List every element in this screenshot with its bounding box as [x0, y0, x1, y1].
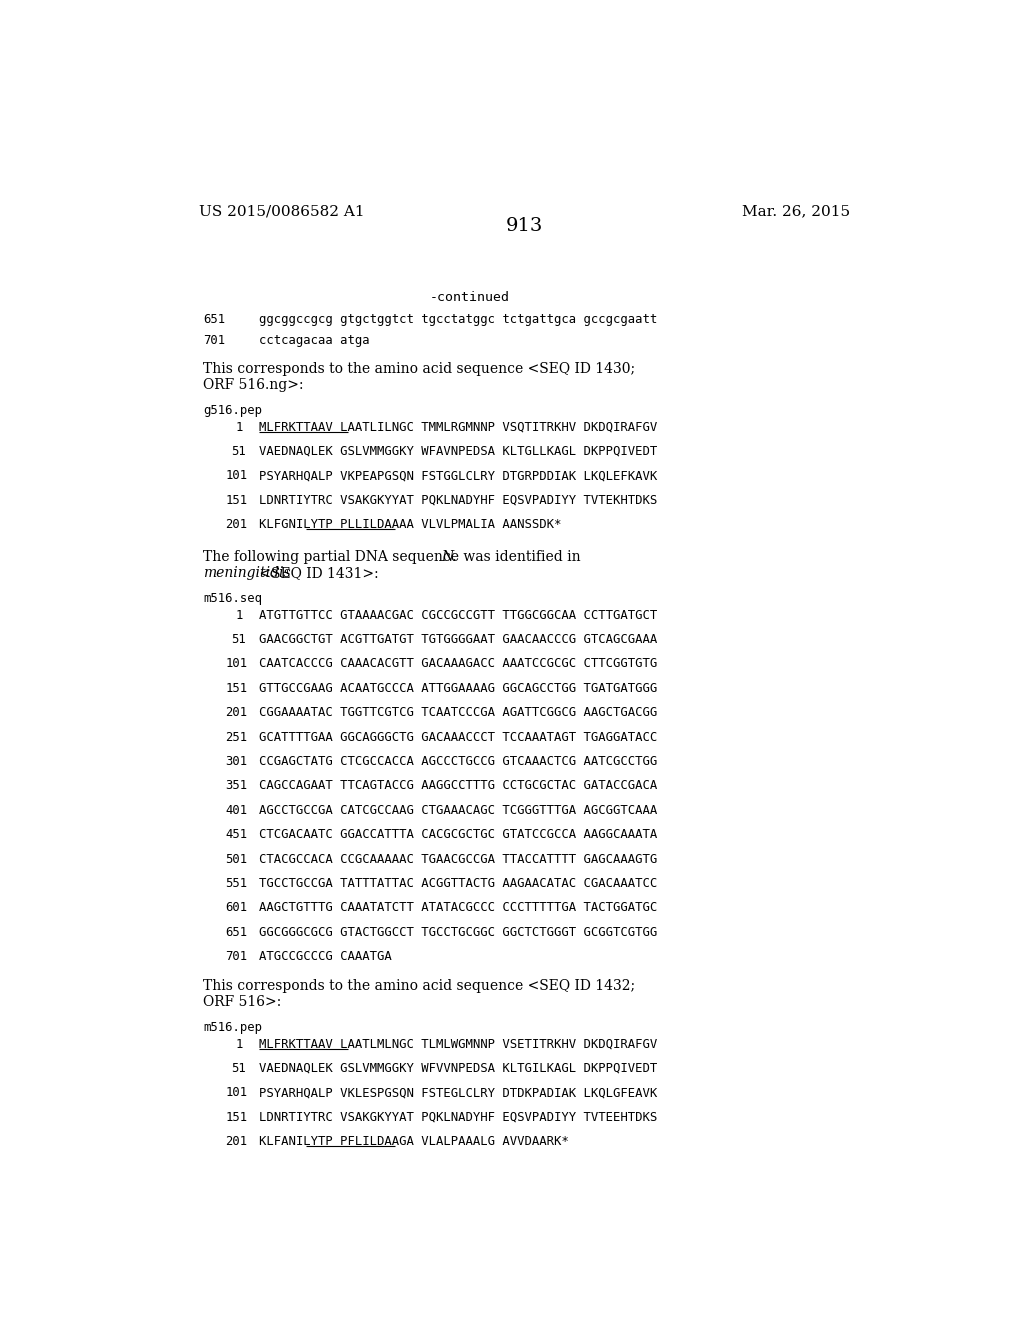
Text: 151: 151 [225, 494, 248, 507]
Text: ORF 516.ng>:: ORF 516.ng>: [204, 378, 304, 392]
Text: This corresponds to the amino acid sequence <SEQ ID 1430;: This corresponds to the amino acid seque… [204, 362, 636, 376]
Text: CAATCACCCG CAAACACGTT GACAAAGACC AAATCCGCGC CTTCGGTGTG: CAATCACCCG CAAACACGTT GACAAAGACC AAATCCG… [259, 657, 657, 671]
Text: ATGTTGTTCC GTAAAACGAC CGCCGCCGTT TTGGCGGCAA CCTTGATGCT: ATGTTGTTCC GTAAAACGAC CGCCGCCGTT TTGGCGG… [259, 609, 657, 622]
Text: TGCCTGCCGA TATTTATTAC ACGGTTACTG AAGAACATAC CGACAAATCC: TGCCTGCCGA TATTTATTAC ACGGTTACTG AAGAACA… [259, 876, 657, 890]
Text: 401: 401 [225, 804, 248, 817]
Text: CAGCCAGAAT TTCAGTACCG AAGGCCTTTG CCTGCGCTAC GATACCGACA: CAGCCAGAAT TTCAGTACCG AAGGCCTTTG CCTGCGC… [259, 779, 657, 792]
Text: CCGAGCTATG CTCGCCACCA AGCCCTGCCG GTCAAACTCG AATCGCCTGG: CCGAGCTATG CTCGCCACCA AGCCCTGCCG GTCAAAC… [259, 755, 657, 768]
Text: LDNRTIYTRC VSAKGKYYAT PQKLNADYHF EQSVPADIYY TVTEKHTDKS: LDNRTIYTRC VSAKGKYYAT PQKLNADYHF EQSVPAD… [259, 494, 657, 507]
Text: KLFGNILYTP PLLILDAAAA VLVLPMALIA AANSSDK*: KLFGNILYTP PLLILDAAAA VLVLPMALIA AANSSDK… [259, 519, 561, 531]
Text: PSYARHQALP VKLESPGSQN FSTEGLCLRY DTDKPADIAK LKQLGFEAVK: PSYARHQALP VKLESPGSQN FSTEGLCLRY DTDKPAD… [259, 1086, 657, 1100]
Text: GTTGCCGAAG ACAATGCCCA ATTGGAAAAG GGCAGCCTGG TGATGATGGG: GTTGCCGAAG ACAATGCCCA ATTGGAAAAG GGCAGCC… [259, 682, 657, 694]
Text: 1: 1 [236, 421, 243, 434]
Text: VAEDNAQLEK GSLVMMGGKY WFAVNPEDSA KLTGLLKAGL DKPPQIVEDT: VAEDNAQLEK GSLVMMGGKY WFAVNPEDSA KLTGLLK… [259, 445, 657, 458]
Text: 301: 301 [225, 755, 248, 768]
Text: 501: 501 [225, 853, 248, 866]
Text: g516.pep: g516.pep [204, 404, 262, 417]
Text: LDNRTIYTRC VSAKGKYYAT PQKLNADYHF EQSVPADIYY TVTEEHTDKS: LDNRTIYTRC VSAKGKYYAT PQKLNADYHF EQSVPAD… [259, 1110, 657, 1123]
Text: VAEDNAQLEK GSLVMMGGKY WFVVNPEDSA KLTGILKAGL DKPPQIVEDT: VAEDNAQLEK GSLVMMGGKY WFVVNPEDSA KLTGILK… [259, 1063, 657, 1074]
Text: 351: 351 [225, 779, 248, 792]
Text: 101: 101 [225, 657, 248, 671]
Text: 1: 1 [236, 1038, 243, 1051]
Text: 701: 701 [225, 950, 248, 964]
Text: MLFRKTTAAV LAATLMLNGC TLMLWGMNNP VSETITRKHV DKDQIRAFGV: MLFRKTTAAV LAATLMLNGC TLMLWGMNNP VSETITR… [259, 1038, 657, 1051]
Text: 913: 913 [506, 218, 544, 235]
Text: 251: 251 [225, 731, 248, 743]
Text: This corresponds to the amino acid sequence <SEQ ID 1432;: This corresponds to the amino acid seque… [204, 978, 636, 993]
Text: KLFANILYTP PFLILDAAGA VLALPAAALG AVVDAARK*: KLFANILYTP PFLILDAAGA VLALPAAALG AVVDAAR… [259, 1135, 568, 1148]
Text: N.: N. [441, 549, 457, 564]
Text: 701: 701 [204, 334, 225, 347]
Text: ORF 516>:: ORF 516>: [204, 995, 282, 1008]
Text: <SEQ ID 1431>:: <SEQ ID 1431>: [255, 566, 379, 579]
Text: MLFRKTTAAV LAATLILNGC TMMLRGMNNP VSQTITRKHV DKDQIRAFGV: MLFRKTTAAV LAATLILNGC TMMLRGMNNP VSQTITR… [259, 421, 657, 434]
Text: PSYARHQALP VKPEAPGSQN FSTGGLCLRY DTGRPDDIAK LKQLEFKAVK: PSYARHQALP VKPEAPGSQN FSTGGLCLRY DTGRPDD… [259, 470, 657, 482]
Text: GGCGGGCGCG GTACTGGCCT TGCCTGCGGC GGCTCTGGGT GCGGTCGTGG: GGCGGGCGCG GTACTGGCCT TGCCTGCGGC GGCTCTG… [259, 925, 657, 939]
Text: GCATTTTGAA GGCAGGGCTG GACAAACCCT TCCAAATAGT TGAGGATACC: GCATTTTGAA GGCAGGGCTG GACAAACCCT TCCAAAT… [259, 731, 657, 743]
Text: 101: 101 [225, 1086, 248, 1100]
Text: ATGCCGCCCG CAAATGA: ATGCCGCCCG CAAATGA [259, 950, 392, 964]
Text: 101: 101 [225, 470, 248, 482]
Text: 151: 151 [225, 1110, 248, 1123]
Text: AAGCTGTTTG CAAATATCTT ATATACGCCC CCCTTTTTGA TACTGGATGC: AAGCTGTTTG CAAATATCTT ATATACGCCC CCCTTTT… [259, 902, 657, 915]
Text: ggcggccgcg gtgctggtct tgcctatggc tctgattgca gccgcgaatt: ggcggccgcg gtgctggtct tgcctatggc tctgatt… [259, 313, 657, 326]
Text: 201: 201 [225, 706, 248, 719]
Text: The following partial DNA sequence was identified in: The following partial DNA sequence was i… [204, 549, 586, 564]
Text: 451: 451 [225, 828, 248, 841]
Text: 151: 151 [225, 682, 248, 694]
Text: cctcagacaa atga: cctcagacaa atga [259, 334, 370, 347]
Text: -continued: -continued [430, 290, 510, 304]
Text: CGGAAAATAC TGGTTCGTCG TCAATCCCGA AGATTCGGCG AAGCTGACGG: CGGAAAATAC TGGTTCGTCG TCAATCCCGA AGATTCG… [259, 706, 657, 719]
Text: Mar. 26, 2015: Mar. 26, 2015 [742, 205, 850, 218]
Text: US 2015/0086582 A1: US 2015/0086582 A1 [200, 205, 365, 218]
Text: 201: 201 [225, 519, 248, 531]
Text: 1: 1 [236, 609, 243, 622]
Text: 651: 651 [225, 925, 248, 939]
Text: AGCCTGCCGA CATCGCCAAG CTGAAACAGC TCGGGTTTGA AGCGGTCAAA: AGCCTGCCGA CATCGCCAAG CTGAAACAGC TCGGGTT… [259, 804, 657, 817]
Text: 551: 551 [225, 876, 248, 890]
Text: CTCGACAATC GGACCATTTA CACGCGCTGC GTATCCGCCA AAGGCAAATA: CTCGACAATC GGACCATTTA CACGCGCTGC GTATCCG… [259, 828, 657, 841]
Text: 51: 51 [231, 634, 246, 645]
Text: 51: 51 [231, 445, 246, 458]
Text: GAACGGCTGT ACGTTGATGT TGTGGGGAAT GAACAACCCG GTCAGCGAAA: GAACGGCTGT ACGTTGATGT TGTGGGGAAT GAACAAC… [259, 634, 657, 645]
Text: m516.seq: m516.seq [204, 593, 262, 606]
Text: CTACGCCACA CCGCAAAAAC TGAACGCCGA TTACCATTTT GAGCAAAGTG: CTACGCCACA CCGCAAAAAC TGAACGCCGA TTACCAT… [259, 853, 657, 866]
Text: m516.pep: m516.pep [204, 1022, 262, 1035]
Text: 201: 201 [225, 1135, 248, 1148]
Text: 51: 51 [231, 1063, 246, 1074]
Text: 601: 601 [225, 902, 248, 915]
Text: meningitidis: meningitidis [204, 566, 291, 579]
Text: 651: 651 [204, 313, 225, 326]
